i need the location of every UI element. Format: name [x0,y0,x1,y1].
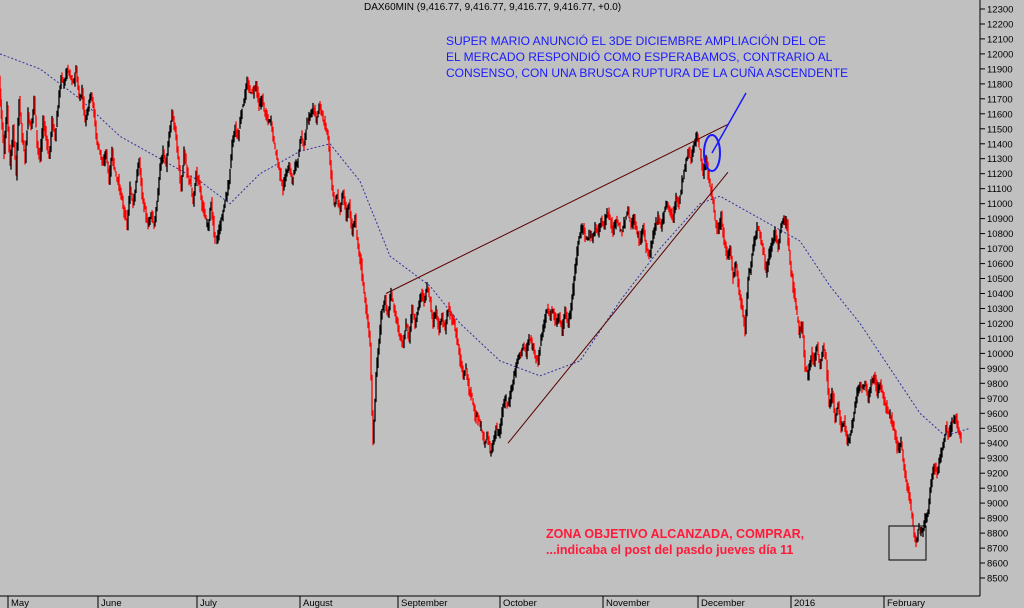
x-tick-label: June [101,598,122,608]
y-tick-label: 9400 [987,439,1008,450]
x-tick-label: October [503,598,537,608]
y-tick-label: 11800 [987,79,1013,90]
y-tick-label: 8500 [987,574,1008,585]
x-tick-label: November [606,598,650,608]
y-tick-label: 12100 [987,34,1013,45]
target-zone-box [888,525,927,561]
y-tick-label: 8800 [987,529,1008,540]
blue-annotation: SUPER MARIO ANUNCIÓ EL 3DE DICIEMBRE AMP… [446,34,849,80]
red-annotation: ZONA OBJETIVO ALCANZADA, COMPRAR, ...ind… [546,527,805,557]
price-bars [0,64,962,548]
y-tick-label: 9600 [987,409,1008,420]
y-tick-label: 8600 [987,559,1008,570]
y-tick-label: 11500 [987,124,1013,135]
y-tick-label: 11100 [987,184,1012,195]
y-tick-label: 10700 [987,244,1013,255]
trendline [385,123,729,294]
y-tick-label: 11600 [987,109,1013,120]
ma-path [0,53,971,437]
wedge-trendlines [385,123,729,444]
y-tick-label: 9700 [987,394,1008,405]
x-tick-label: August [303,598,333,608]
y-tick-label: 10300 [987,304,1013,315]
y-tick-label: 11200 [987,169,1013,180]
y-tick-label: 12300 [987,5,1013,16]
x-axis: May June July August September October Novembe… [0,595,980,608]
breakout-ellipse [703,134,721,172]
y-tick-label: 11900 [987,64,1013,75]
y-tick-label: 9500 [987,424,1008,435]
breakout-arrow-line [711,92,747,154]
y-tick-label: 11300 [987,154,1013,165]
trendline [507,171,729,444]
x-tick-label: July [200,598,217,608]
x-tick-label: 2016 [794,598,815,608]
y-tick-label: 10500 [987,274,1013,285]
y-tick-label: 8700 [987,544,1008,555]
x-tick-label: May [11,598,29,608]
moving-average-line [0,53,971,437]
y-tick-label: 12000 [987,49,1013,60]
y-tick-label: 11400 [987,139,1013,150]
y-tick-label: 9800 [987,379,1008,390]
y-tick-label: 10900 [987,214,1013,225]
y-tick-label: 9900 [987,364,1008,375]
y-tick-label: 10600 [987,259,1013,270]
y-tick-label: 10400 [987,289,1013,300]
y-tick-label: 9000 [987,499,1008,510]
y-tick-label: 10000 [987,349,1013,360]
y-tick-label: 12200 [987,20,1013,31]
y-tick-label: 11700 [987,94,1013,105]
y-tick-label: 9300 [987,454,1008,465]
y-tick-label: 9200 [987,469,1008,480]
x-tick-label: December [701,598,745,608]
y-axis: 8500 8600 8700 8800 8900 9000 9100 9200 9300 9400… [979,0,1013,596]
y-tick-label: 11000 [987,199,1013,210]
x-tick-label: February [887,598,925,608]
y-tick-label: 8900 [987,514,1008,525]
y-tick-label: 10200 [987,319,1013,330]
x-tick-label: September [401,598,447,608]
y-tick-label: 10100 [987,334,1013,345]
y-tick-label: 9100 [987,484,1008,495]
chart-title: DAX60MIN (9,416.77, 9,416.77, 9,416.77, … [364,2,622,13]
y-tick-label: 10800 [987,229,1013,240]
